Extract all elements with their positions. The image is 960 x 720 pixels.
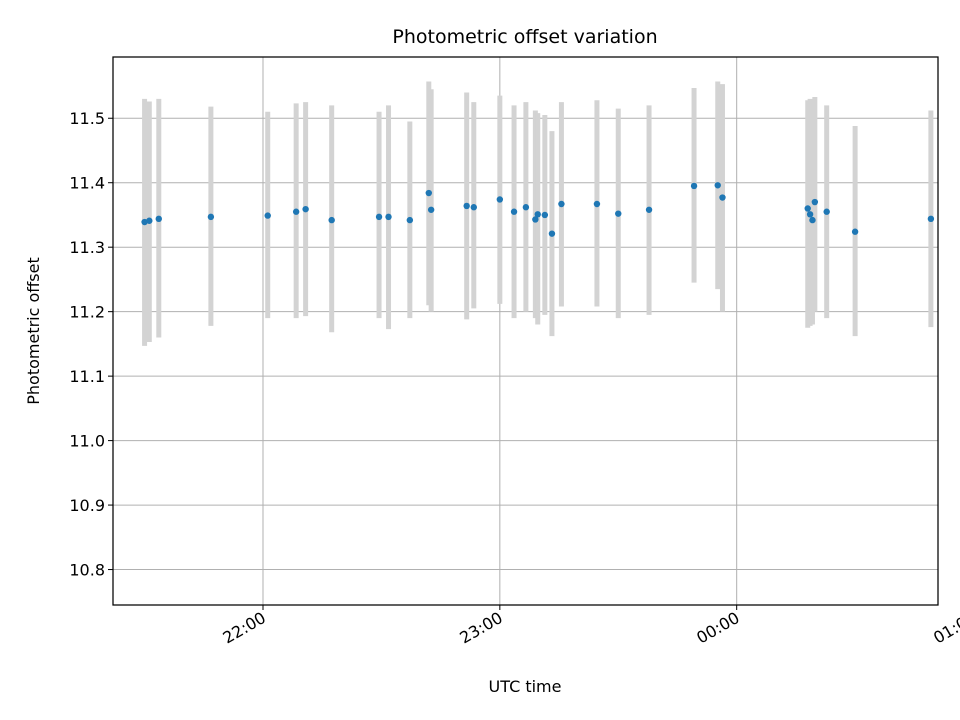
x-axis-label: UTC time — [489, 677, 562, 696]
data-point — [714, 182, 721, 189]
y-tick-label: 10.9 — [69, 496, 105, 515]
chart-title: Photometric offset variation — [392, 26, 657, 48]
data-point — [804, 205, 811, 212]
data-point — [302, 205, 309, 213]
data-point — [375, 213, 383, 221]
data-point — [806, 211, 814, 218]
data-point — [927, 215, 935, 223]
data-point — [264, 212, 271, 219]
data-point — [823, 208, 830, 215]
y-tick-label: 11.0 — [69, 432, 105, 451]
data-point — [207, 213, 215, 221]
data-point — [510, 208, 518, 215]
plot-frame — [112, 56, 939, 606]
data-point — [615, 210, 622, 217]
data-point — [406, 216, 414, 224]
data-point — [425, 189, 432, 197]
data-point — [292, 208, 300, 215]
data-point — [385, 213, 392, 221]
data-points — [141, 182, 935, 237]
data-point — [496, 196, 504, 203]
data-point — [645, 206, 653, 213]
data-point — [558, 200, 565, 208]
data-point — [593, 200, 601, 208]
data-point — [522, 204, 530, 211]
data-point — [328, 216, 335, 224]
data-point — [427, 206, 435, 213]
data-point — [690, 182, 698, 190]
data-point — [541, 211, 549, 219]
y-tick-label: 11.2 — [69, 303, 105, 322]
y-axis-label: Photometric offset — [24, 257, 43, 405]
y-tick-label: 11.3 — [69, 238, 105, 257]
data-point — [719, 194, 726, 201]
data-point — [532, 216, 539, 223]
data-point — [534, 211, 541, 218]
data-point — [851, 228, 859, 235]
data-point — [155, 215, 162, 223]
data-point — [811, 198, 819, 206]
data-point — [809, 216, 816, 224]
y-tick-label: 11.4 — [69, 174, 105, 193]
data-point — [470, 204, 477, 211]
y-axis-ticks: 10.8 10.9 11.0 11.1 11.2 11.3 11.4 11.5 — [69, 109, 113, 580]
y-tick-label: 11.5 — [69, 109, 105, 128]
data-point — [463, 202, 470, 210]
data-point — [548, 230, 556, 237]
y-tick-label: 10.8 — [69, 561, 105, 580]
y-tick-label: 11.1 — [69, 367, 105, 386]
data-point — [146, 217, 153, 224]
